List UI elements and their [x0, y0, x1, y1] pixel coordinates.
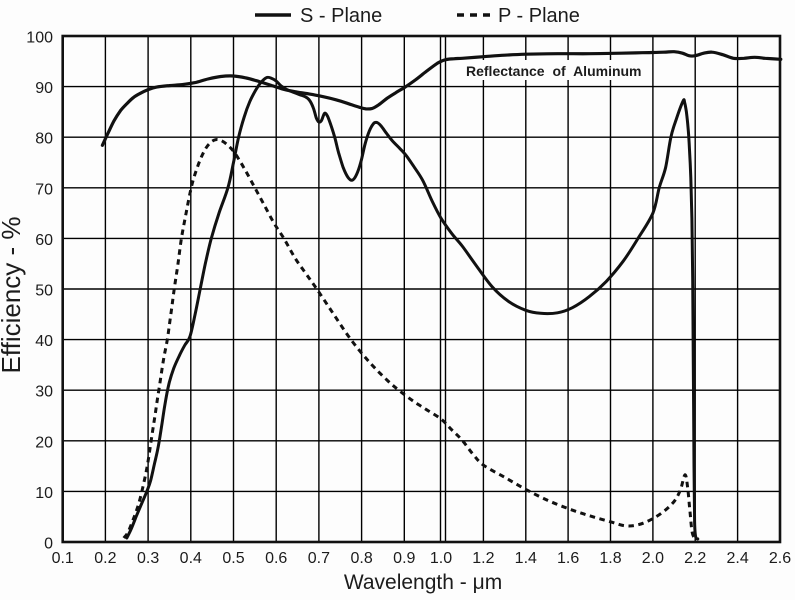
- svg-text:0.5: 0.5: [222, 550, 244, 567]
- svg-text:1.4: 1.4: [515, 550, 537, 567]
- svg-text:Efficiency - %: Efficiency - %: [0, 216, 26, 373]
- svg-text:0.7: 0.7: [308, 550, 330, 567]
- svg-text:P - Plane: P - Plane: [498, 5, 580, 27]
- svg-text:0.2: 0.2: [94, 550, 116, 567]
- svg-text:1.2: 1.2: [472, 550, 494, 567]
- svg-text:50: 50: [35, 283, 53, 300]
- svg-text:0.9: 0.9: [393, 550, 415, 567]
- svg-text:1.6: 1.6: [557, 550, 579, 567]
- svg-text:0.1: 0.1: [52, 550, 74, 567]
- svg-text:0.4: 0.4: [180, 550, 202, 567]
- svg-text:80: 80: [35, 131, 53, 148]
- svg-text:2.2: 2.2: [684, 550, 706, 567]
- svg-text:0.3: 0.3: [137, 550, 159, 567]
- svg-text:60: 60: [35, 232, 53, 249]
- svg-text:90: 90: [35, 80, 53, 97]
- svg-text:Wavelength - μm: Wavelength - μm: [344, 571, 502, 594]
- svg-text:S - Plane: S - Plane: [300, 5, 382, 27]
- svg-text:1.8: 1.8: [599, 550, 621, 567]
- svg-text:2.0: 2.0: [642, 550, 664, 567]
- svg-text:70: 70: [35, 181, 53, 198]
- svg-text:10: 10: [35, 485, 53, 502]
- svg-text:Reflectance of Aluminum: Reflectance of Aluminum: [466, 63, 642, 79]
- svg-text:2.6: 2.6: [769, 550, 791, 567]
- svg-text:1.0: 1.0: [430, 550, 452, 567]
- svg-text:0: 0: [44, 536, 53, 553]
- svg-text:0.8: 0.8: [350, 550, 372, 567]
- svg-text:100: 100: [26, 30, 53, 47]
- svg-text:40: 40: [35, 333, 53, 350]
- svg-text:2.4: 2.4: [726, 550, 748, 567]
- svg-text:20: 20: [35, 434, 53, 451]
- svg-text:0.6: 0.6: [265, 550, 287, 567]
- svg-text:30: 30: [35, 384, 53, 401]
